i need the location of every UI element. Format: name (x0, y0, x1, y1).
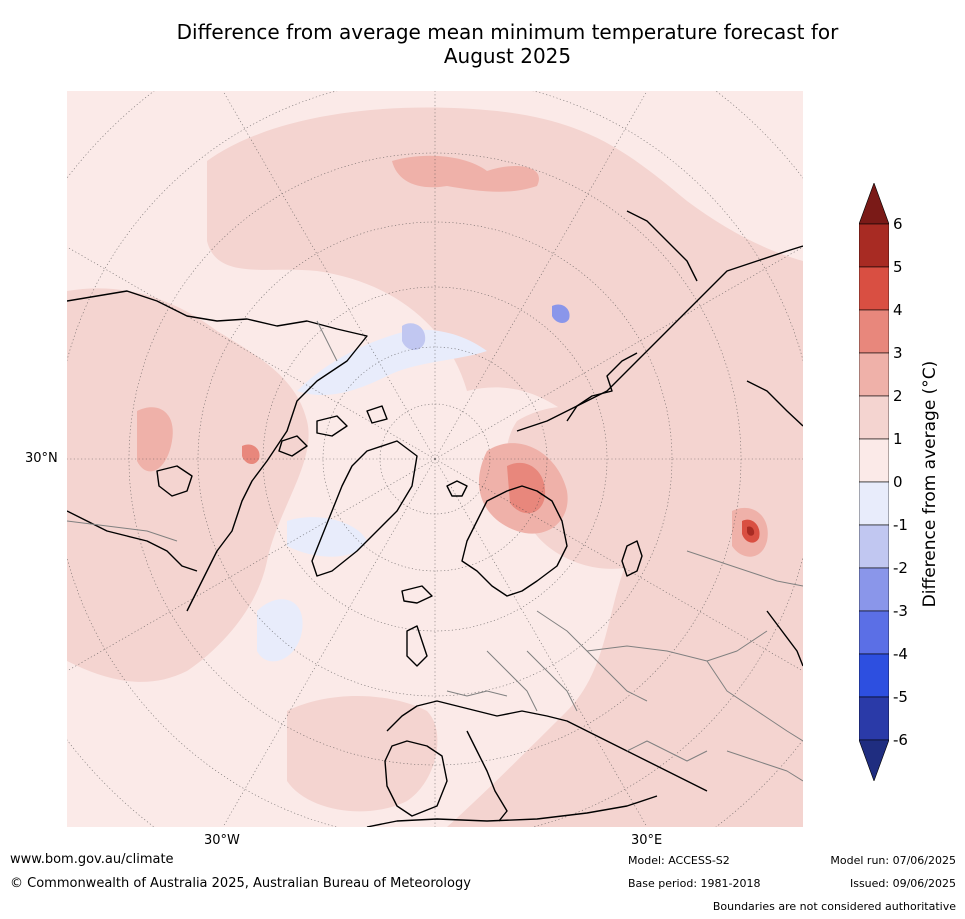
colorbar-bin-m3-m2 (859, 567, 889, 612)
forecast-map[interactable] (67, 91, 803, 827)
border-china (706, 660, 803, 742)
border-europe-1 (486, 650, 538, 712)
anomaly-2-3-a (392, 155, 539, 192)
footer-copyright: © Commonwealth of Australia 2025, Austra… (10, 876, 471, 891)
coast-north-america (67, 290, 368, 612)
footer-base-period: Base period: 1981-2018 (628, 877, 761, 890)
colorbar-tick-3: 3 (893, 344, 903, 362)
lon-label-30w: 30°W (204, 833, 240, 848)
coast-africa (366, 795, 658, 827)
coast-greenland (311, 440, 418, 577)
coast-asia-east (746, 380, 803, 667)
coast-hudson (156, 465, 193, 497)
border-middle-east (626, 740, 708, 762)
map-canvas (67, 91, 803, 827)
colorbar-bin-m2-m1 (859, 524, 889, 569)
border-europe-2 (446, 690, 508, 697)
footer-issued: Issued: 09/06/2025 (849, 877, 956, 890)
coast-taymyr (566, 352, 638, 422)
coast-caspian (621, 540, 643, 577)
anomaly-fill (67, 107, 803, 827)
coast-iberia (384, 740, 448, 817)
coast-svalbard (446, 480, 468, 497)
colorbar-bin-m5-m4 (859, 653, 889, 698)
border-us-canada (67, 520, 178, 542)
coast-kamchatka (626, 210, 698, 282)
lat-label-30n: 30°N (25, 451, 58, 466)
colorbar-bin-1-2 (859, 395, 889, 440)
colorbar-bin-m4-m3 (859, 610, 889, 655)
colorbar-bin-0-1 (859, 438, 889, 483)
colorbar-tick-1: 1 (893, 430, 903, 448)
border-mongolia (686, 550, 803, 587)
anomaly-1-2-americas (67, 288, 309, 682)
title-line-2: August 2025 (443, 44, 572, 68)
coast-europe-north (461, 485, 568, 597)
anomaly-1-2-atlantic (287, 696, 438, 812)
colorbar-tick-m6: -6 (893, 731, 908, 749)
anomaly-5-6-hotspot (747, 526, 755, 536)
anomaly-neg-atlantic (257, 599, 303, 662)
country-borders (67, 320, 803, 782)
border-kazakhstan (586, 630, 768, 662)
border-india (726, 750, 803, 782)
footer-model-run: Model run: 07/06/2025 (830, 854, 956, 867)
anomaly-3-4-b (242, 444, 260, 465)
anomaly-neg-arctic (297, 329, 487, 396)
chart-title: Difference from average mean minimum tem… (0, 20, 965, 68)
border-europe-3 (526, 650, 578, 712)
anomaly-neg-blue-2 (552, 304, 570, 323)
footer-boundaries-note: Boundaries are not considered authoritat… (712, 900, 956, 913)
colorbar-bin-m1-0 (859, 481, 889, 526)
graticule (67, 91, 803, 827)
colorbar-bin-2-3 (859, 352, 889, 397)
colorbar-bin-3-4 (859, 309, 889, 354)
colorbar-bin-5-6 (859, 223, 889, 268)
colorbar-title: Difference from average (°C) (920, 360, 940, 608)
colorbar-bin-4-5 (859, 266, 889, 311)
colorbar-tick-m3: -3 (893, 602, 908, 620)
colorbar-tick-m1: -1 (893, 516, 908, 534)
colorbar-tick-5: 5 (893, 258, 903, 276)
border-alaska (316, 320, 338, 362)
colorbar-tick-m4: -4 (893, 645, 908, 663)
anomaly-1-2-pacific (207, 107, 803, 827)
anomaly-neg-blue-1 (402, 323, 426, 350)
coastlines (67, 210, 803, 827)
coast-arctic-islands (278, 405, 388, 457)
border-russia-west (536, 610, 648, 702)
colorbar-tick-6: 6 (893, 215, 903, 233)
colorbar-tick-4: 4 (893, 301, 903, 319)
coast-iceland (401, 585, 433, 604)
colorbar-tick-2: 2 (893, 387, 903, 405)
colorbar-bin-m6-m5 (859, 696, 889, 741)
colorbar-tick-m2: -2 (893, 559, 908, 577)
footer-website[interactable]: www.bom.gov.au/climate (10, 852, 174, 867)
coast-europe-south (386, 700, 708, 792)
colorbar-over-arrow (859, 183, 889, 225)
coast-italy (466, 730, 508, 822)
coast-siberia-north (516, 245, 803, 432)
anomaly-2-3-b (137, 407, 173, 472)
title-line-1: Difference from average mean minimum tem… (176, 20, 839, 44)
colorbar (859, 183, 889, 781)
coast-uk (406, 625, 428, 667)
footer-model: Model: ACCESS-S2 (628, 854, 730, 867)
colorbar-under-arrow (859, 739, 889, 781)
lon-label-30e: 30°E (631, 833, 663, 848)
colorbar-tick-m5: -5 (893, 688, 908, 706)
colorbar-tick-0: 0 (893, 473, 903, 491)
anomaly-neg-greenland-sea (287, 517, 367, 557)
